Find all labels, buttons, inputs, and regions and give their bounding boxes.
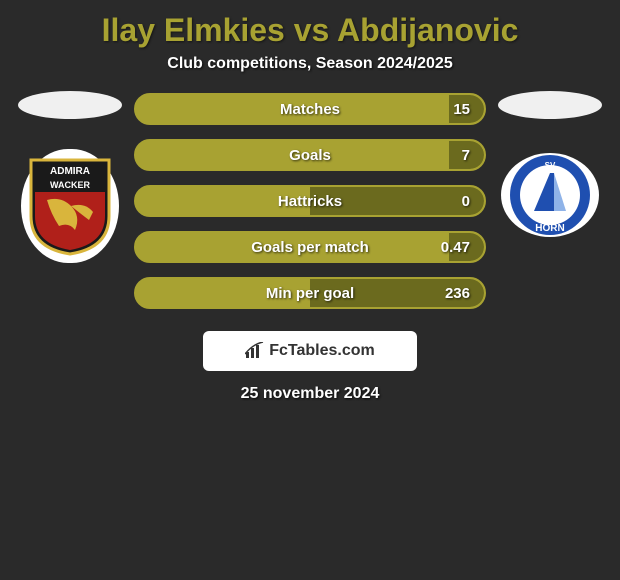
stat-row: Hattricks 0 bbox=[134, 185, 486, 217]
svg-text:HORN: HORN bbox=[535, 223, 564, 234]
infographic-container: Ilay Elmkies vs Abdijanovic Club competi… bbox=[0, 0, 620, 403]
club-badge-left: ADMIRA WACKER bbox=[21, 149, 119, 263]
stat-label: Goals per match bbox=[251, 239, 369, 256]
branding-badge: FcTables.com bbox=[203, 331, 417, 371]
stat-value: 236 bbox=[445, 285, 470, 302]
club-badge-right: SV HORN bbox=[501, 153, 599, 237]
left-player-col: ADMIRA WACKER bbox=[10, 91, 130, 263]
main-content: ADMIRA WACKER Matches 15 Goals 7 Hattricks 0 G… bbox=[8, 91, 612, 309]
stats-column: Matches 15 Goals 7 Hattricks 0 Goals per match… bbox=[134, 91, 486, 309]
stat-label: Hattricks bbox=[278, 193, 342, 210]
admira-wacker-crest-icon: ADMIRA WACKER bbox=[27, 156, 113, 256]
branding-text: FcTables.com bbox=[269, 342, 375, 360]
svg-text:WACKER: WACKER bbox=[50, 180, 90, 190]
sv-horn-crest-icon: SV HORN bbox=[508, 153, 592, 237]
stat-value: 0.47 bbox=[441, 239, 470, 256]
svg-text:ADMIRA: ADMIRA bbox=[50, 166, 90, 177]
svg-text:SV: SV bbox=[545, 161, 556, 170]
stat-row: Goals 7 bbox=[134, 139, 486, 171]
stat-value: 7 bbox=[462, 147, 470, 164]
footer-date: 25 november 2024 bbox=[8, 385, 612, 403]
stat-label: Min per goal bbox=[266, 285, 354, 302]
player-placeholder-right bbox=[498, 91, 602, 119]
player-placeholder-left bbox=[18, 91, 122, 119]
stat-value: 15 bbox=[453, 101, 470, 118]
stat-label: Goals bbox=[289, 147, 331, 164]
page-subtitle: Club competitions, Season 2024/2025 bbox=[8, 55, 612, 91]
stat-row: Goals per match 0.47 bbox=[134, 231, 486, 263]
stat-label: Matches bbox=[280, 101, 340, 118]
stat-row: Min per goal 236 bbox=[134, 277, 486, 309]
stat-value: 0 bbox=[462, 193, 470, 210]
chart-bars-icon bbox=[245, 342, 265, 360]
right-player-col: SV HORN bbox=[490, 91, 610, 237]
stat-row: Matches 15 bbox=[134, 93, 486, 125]
page-title: Ilay Elmkies vs Abdijanovic bbox=[8, 0, 612, 55]
